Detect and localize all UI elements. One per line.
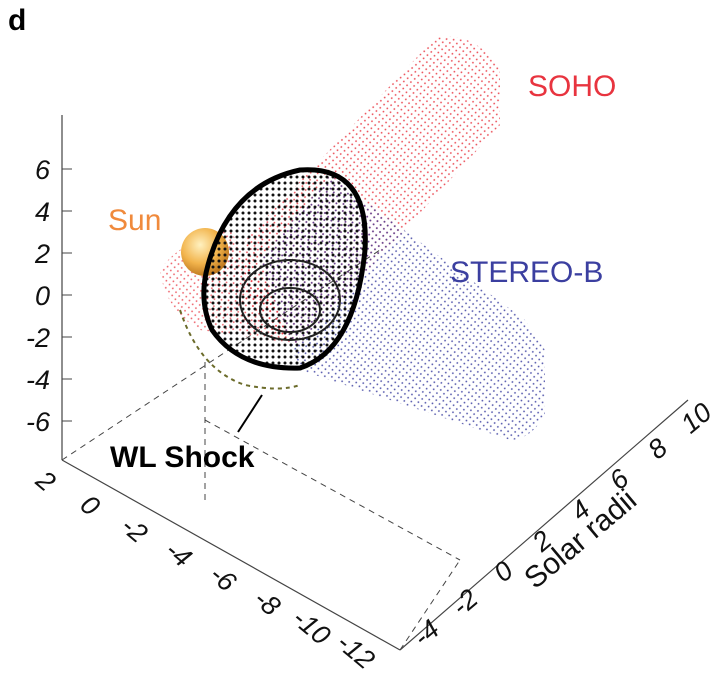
z-tick-label: 2 — [34, 239, 50, 269]
y-tick-label: 6 — [604, 463, 636, 496]
y-tick-label: 10 — [675, 397, 717, 439]
z-tick-label: -6 — [26, 407, 51, 437]
z-tick-label: -2 — [26, 323, 50, 353]
x-tick-label: -8 — [248, 583, 286, 621]
x-tick-label: -6 — [204, 559, 242, 598]
x-tick-label: -2 — [116, 510, 154, 548]
z-tick-label: 6 — [35, 155, 51, 185]
y-tick-label: 8 — [642, 432, 673, 465]
figure: d SOHO STEREO-B Sun WL Shock Solar radii… — [0, 0, 724, 673]
shock-label: WL Shock — [110, 441, 255, 474]
stereo-label: STEREO-B — [450, 256, 603, 289]
x-tick-label: -4 — [160, 535, 198, 573]
x-tick-label: 2 — [30, 464, 62, 497]
z-tick-label: 4 — [35, 197, 50, 227]
panel-label: d — [8, 4, 26, 37]
x-tick-label: -12 — [331, 627, 380, 673]
soho-label: SOHO — [528, 70, 616, 103]
sun-label: Sun — [108, 204, 161, 237]
z-tick-label: -4 — [26, 365, 50, 395]
y-tick-label: 0 — [488, 555, 519, 588]
x-tick-label: 0 — [75, 489, 106, 522]
shock-surface — [204, 170, 366, 368]
y-tick-label: -4 — [407, 614, 445, 652]
y-tick-label: -2 — [446, 583, 484, 621]
z-tick-label: 0 — [35, 281, 50, 311]
